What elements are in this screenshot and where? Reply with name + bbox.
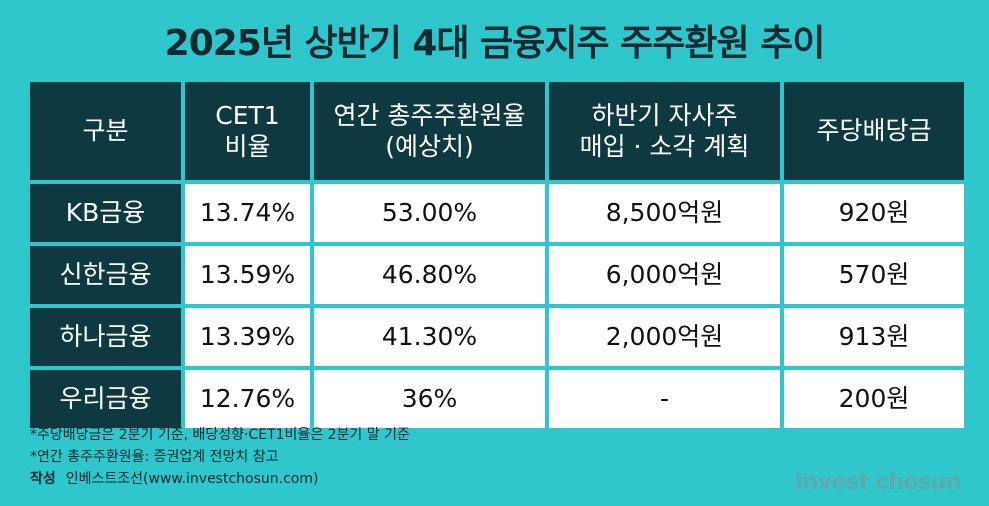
table-header-row: 구분 CET1 비율 연간 총주주환원율 (예상치) 하반기 자사주 매입 · 소각 … xyxy=(30,82,964,180)
tsr-cell: 53.00% xyxy=(314,184,545,242)
table-row: 신한금융 13.59% 46.80% 6,000억원 570원 xyxy=(30,246,964,304)
page-title: 2025년 상반기 4대 금융지주 주주환원 추이 xyxy=(164,23,826,64)
buyback-cell: 8,500억원 xyxy=(549,184,780,242)
buyback-cell: 2,000억원 xyxy=(549,308,780,366)
tsr-cell: 46.80% xyxy=(314,246,545,304)
dividend-cell: 920원 xyxy=(784,184,964,242)
header-cell-buyback: 하반기 자사주 매입 · 소각 계획 xyxy=(549,82,780,180)
dividend-cell: 913원 xyxy=(784,308,964,366)
row-name-cell: 신한금융 xyxy=(30,246,181,304)
buyback-cell: - xyxy=(549,370,780,428)
row-name-cell: 우리금융 xyxy=(30,370,181,428)
dividend-cell: 200원 xyxy=(784,370,964,428)
dividend-cell: 570원 xyxy=(784,246,964,304)
row-name-cell: 하나금융 xyxy=(30,308,181,366)
data-table: 구분 CET1 비율 연간 총주주환원율 (예상치) 하반기 자사주 매입 · 소각 … xyxy=(30,82,964,432)
cet1-cell: 12.76% xyxy=(185,370,310,428)
footnote: *주당배당금은 2분기 기준, 배당성향·CET1비율은 2분기 말 기준 xyxy=(30,427,410,443)
header-cell-cet1: CET1 비율 xyxy=(185,82,310,180)
cet1-cell: 13.39% xyxy=(185,308,310,366)
tsr-cell: 41.30% xyxy=(314,308,545,366)
footnotes: *주당배당금은 2분기 기준, 배당성향·CET1비율은 2분기 말 기준 *연… xyxy=(30,424,730,490)
buyback-cell: 6,000억원 xyxy=(549,246,780,304)
credit-label: 작성 xyxy=(30,471,56,487)
credit-line: 작성 인베스트조선(www.investchosun.com) xyxy=(30,468,730,490)
credit-value: 인베스트조선(www.investchosun.com) xyxy=(65,471,319,487)
table-row: 우리금융 12.76% 36% - 200원 xyxy=(30,370,964,428)
footnote: *연간 총주주환원율: 증권업계 전망치 참고 xyxy=(30,449,279,465)
header-cell-category: 구분 xyxy=(30,82,181,180)
tsr-cell: 36% xyxy=(314,370,545,428)
header-cell-dividend: 주당배당금 xyxy=(784,82,964,180)
table-row: 하나금융 13.39% 41.30% 2,000억원 913원 xyxy=(30,308,964,366)
brand-logo: Invest chosun xyxy=(794,470,962,495)
table-row: KB금융 13.74% 53.00% 8,500억원 920원 xyxy=(30,184,964,242)
header-cell-shareholder-return: 연간 총주주환원율 (예상치) xyxy=(314,82,545,180)
cet1-cell: 13.59% xyxy=(185,246,310,304)
cet1-cell: 13.74% xyxy=(185,184,310,242)
row-name-cell: KB금융 xyxy=(30,184,181,242)
